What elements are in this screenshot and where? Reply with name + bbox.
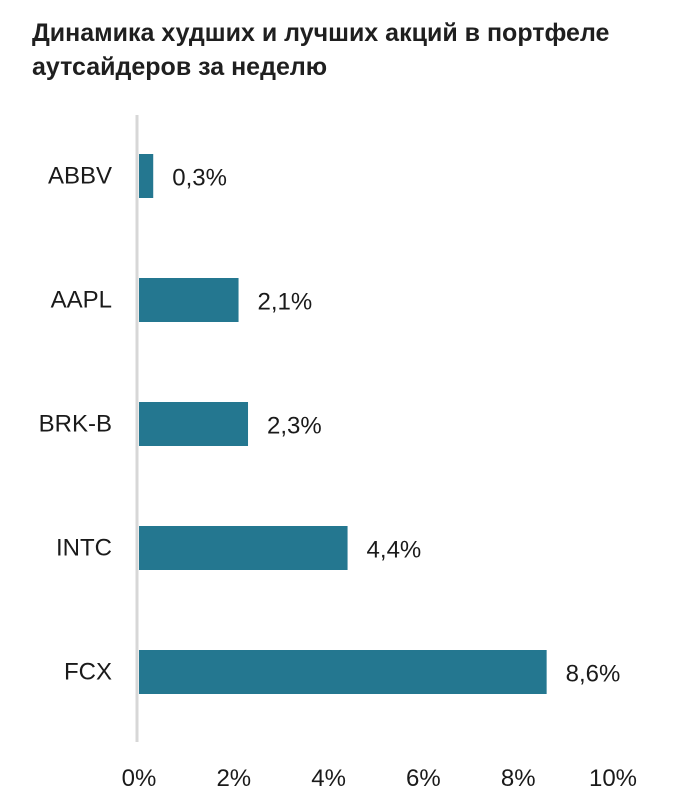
x-tick-label: 0% [122, 765, 157, 792]
value-label: 8,6% [566, 661, 621, 688]
category-label: FCX [64, 659, 112, 686]
category-label: INTC [56, 535, 112, 562]
bar-brk-b [139, 402, 249, 446]
x-tick-label: 2% [216, 765, 251, 792]
bars-group [139, 154, 547, 694]
x-tick-label: 4% [311, 765, 346, 792]
x-tick-label: 6% [406, 765, 441, 792]
bar-abbv [139, 154, 154, 198]
x-axis-ticks: 0% 2% 4% 6% 8% 10% [122, 765, 637, 792]
value-label: 4,4% [367, 537, 422, 564]
bar-aapl [139, 278, 239, 322]
x-tick-label: 10% [589, 765, 637, 792]
value-label: 0,3% [172, 165, 227, 192]
value-label: 2,1% [258, 289, 313, 316]
x-tick-label: 8% [501, 765, 536, 792]
category-label: BRK-B [39, 411, 112, 438]
category-label: AAPL [51, 287, 112, 314]
value-label: 2,3% [267, 413, 322, 440]
value-labels: 0,3% 2,1% 2,3% 4,4% 8,6% [172, 165, 620, 688]
bar-intc [139, 526, 348, 570]
chart-title: Динамика худших и лучших акций в портфел… [32, 19, 610, 81]
category-labels: ABBV AAPL BRK-B INTC FCX [39, 163, 112, 686]
category-label: ABBV [48, 163, 112, 190]
bar-fcx [139, 650, 547, 694]
